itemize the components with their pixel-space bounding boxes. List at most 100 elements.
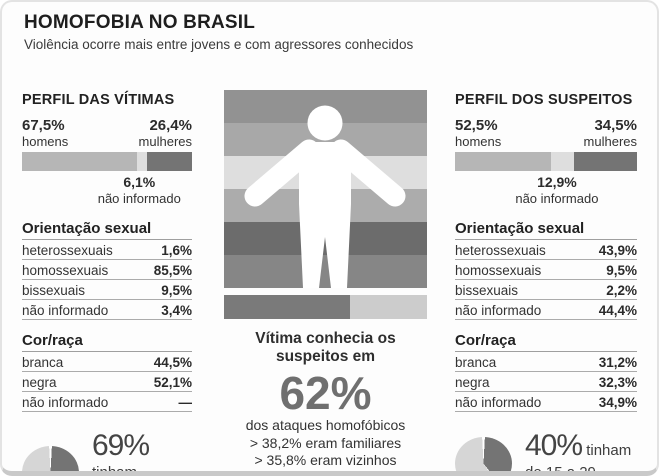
table-row: bissexuais 9,5% (22, 280, 192, 301)
victims-age-pct: 69% (92, 429, 150, 463)
row-value: 44,5% (153, 354, 192, 370)
row-label: bissexuais (455, 282, 519, 298)
suspects-women-pct: 34,5% (594, 117, 637, 134)
suspects-age-block: 40% tinham de 15 a 29 anos* (455, 429, 637, 476)
suspects-bar-ni-segment (550, 152, 575, 171)
suspects-men-pct: 52,5% (455, 117, 498, 134)
suspects-heading: PERFIL DOS SUSPEITOS (455, 92, 633, 108)
row-value: 2,2% (606, 282, 637, 298)
victims-age-block: 69% tinham de 15 a 29 anos* (22, 429, 192, 476)
page-subtitle: Violência ocorre mais entre jovens e com… (24, 37, 414, 52)
center-line2: suspeitos em (275, 348, 376, 366)
victims-race-heading: Cor/raça (22, 332, 192, 353)
victims-gender-labels: homens mulheres (22, 134, 192, 149)
victims-ni-pct: 6,1% (123, 174, 156, 190)
row-label: heterossexuais (22, 242, 113, 258)
table-row: não informado 44,4% (455, 300, 637, 321)
table-row: bissexuais 2,2% (455, 280, 637, 301)
suspects-orientation-heading: Orientação sexual (455, 220, 637, 241)
center-bullet1: > 38,2% eram familiares (249, 434, 402, 451)
victims-bar-women-segment (147, 152, 192, 171)
table-row: homossexuais 9,5% (455, 260, 637, 281)
suspects-gender-percents: 52,5% 34,5% (455, 117, 637, 134)
suspects-age-suffix: tinham (586, 442, 632, 460)
suspects-age-pct: 40% (525, 429, 583, 463)
row-label: negra (455, 374, 490, 390)
victims-women-label: mulheres (138, 134, 192, 149)
suspects-ni-label: não informado (515, 191, 599, 207)
suspects-age-pie-chart (455, 437, 512, 471)
row-value: — (178, 394, 193, 410)
row-label: não informado (22, 394, 109, 410)
victims-orientation-heading: Orientação sexual (22, 220, 192, 241)
victims-gender-percents: 67,5% 26,4% (22, 117, 192, 134)
table-row: negra 52,1% (22, 372, 192, 393)
victims-column: PERFIL DAS VÍTIMAS 67,5% 26,4% homens mu… (22, 92, 193, 476)
suspects-bar-women-segment (574, 152, 637, 171)
victims-men-label: homens (22, 134, 69, 149)
suspects-men-label: homens (455, 134, 502, 149)
row-label: bissexuais (22, 282, 86, 298)
row-label: negra (22, 374, 57, 390)
victims-bar-ni-segment (136, 152, 148, 171)
victims-orientation-table: Orientação sexual heterossexuais 1,6% ho… (22, 220, 192, 321)
knew-bar-dark-segment (224, 295, 350, 319)
row-value: 9,5% (606, 262, 637, 278)
big-percentage: 62% (279, 366, 372, 419)
row-value: 9,5% (161, 282, 192, 298)
row-label: heterossexuais (455, 242, 546, 258)
row-label: branca (455, 354, 497, 370)
suspects-ni-pct: 12,9% (537, 174, 577, 190)
table-row: negra 32,3% (455, 372, 637, 393)
row-label: não informado (455, 394, 542, 410)
victims-age-pie-chart (22, 445, 79, 471)
row-label: branca (22, 354, 64, 370)
victims-age-suffix: tinham (92, 463, 138, 476)
suspects-orientation-table: Orientação sexual heterossexuais 43,9% h… (455, 220, 637, 321)
row-value: 31,2% (598, 354, 637, 370)
suspects-ni-callout: 12,9% não informado (501, 173, 614, 208)
table-row: branca 44,5% (22, 352, 192, 373)
table-row: branca 31,2% (455, 352, 637, 373)
table-row: não informado 3,4% (22, 300, 192, 321)
row-value: 34,9% (598, 394, 637, 410)
pride-flag-graphic (224, 90, 427, 288)
row-value: 43,9% (598, 242, 637, 258)
center-bullet2: > 35,8% eram vizinhos (254, 452, 397, 469)
victims-ni-label: não informado (97, 191, 181, 207)
row-value: 85,5% (153, 262, 192, 278)
row-label: homossexuais (455, 262, 542, 278)
suspects-race-heading: Cor/raça (455, 332, 637, 353)
suspects-gender-bar (455, 152, 637, 171)
row-value: 3,4% (161, 302, 192, 318)
table-row: homossexuais 85,5% (22, 260, 192, 281)
knew-bar-light-segment (349, 295, 427, 319)
row-label: não informado (22, 302, 109, 318)
victims-heading: PERFIL DAS VÍTIMAS (22, 92, 175, 108)
table-row: não informado — (22, 392, 193, 413)
suspects-race-table: Cor/raça branca 31,2% negra 32,3% não in… (455, 332, 637, 413)
victims-gender-bar (22, 152, 192, 171)
row-label: não informado (455, 302, 542, 318)
victims-bar-men-segment (22, 152, 137, 171)
person-silhouette-icon (244, 105, 406, 288)
center-subline: dos ataques homofóbicos (245, 417, 406, 434)
victims-age-text: 69% tinham de 15 a 29 anos* (92, 429, 192, 476)
row-value: 44,4% (598, 302, 637, 318)
suspects-age-line2: de 15 a 29 anos* (525, 463, 596, 476)
suspects-bar-men-segment (455, 152, 551, 171)
flag-stripe (224, 255, 427, 288)
victims-men-pct: 67,5% (22, 117, 65, 134)
row-value: 32,3% (598, 374, 637, 390)
center-text-block: Vítima conhecia os suspeitos em 62% dos … (224, 330, 427, 470)
row-value: 52,1% (153, 374, 192, 390)
page-title: HOMOFOBIA NO BRASIL (24, 12, 256, 33)
table-row: não informado 34,9% (455, 392, 637, 413)
victims-ni-callout: 6,1% não informado (87, 173, 192, 208)
center-line1: Vítima conhecia os (255, 330, 396, 347)
table-row: heterossexuais 1,6% (22, 240, 192, 261)
suspects-age-text: 40% tinham de 15 a 29 anos* (525, 429, 637, 476)
table-row: heterossexuais 43,9% (455, 240, 637, 261)
suspects-column: PERFIL DOS SUSPEITOS 52,5% 34,5% homens … (455, 92, 637, 476)
